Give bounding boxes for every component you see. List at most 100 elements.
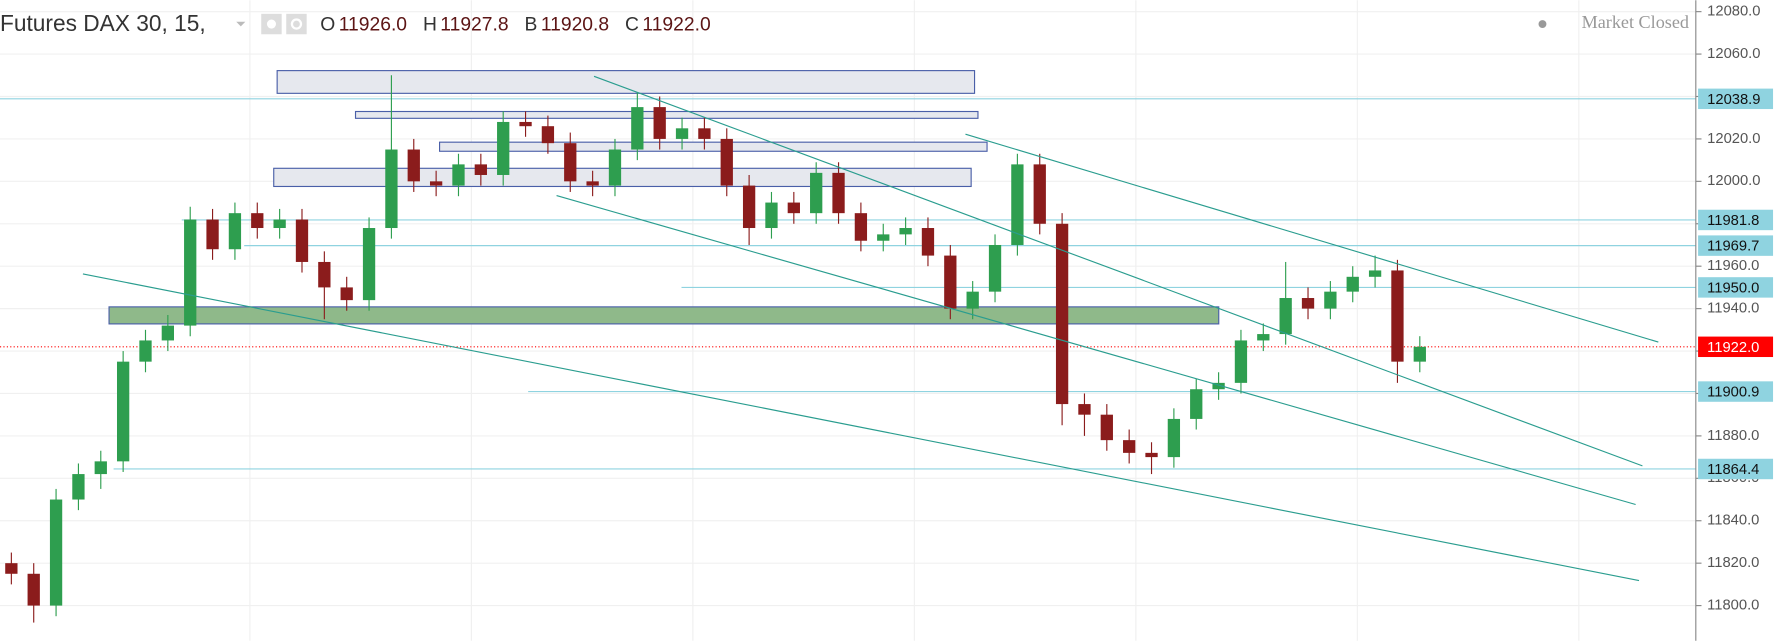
candle-body: [810, 172, 823, 214]
trend-line: [593, 75, 1643, 467]
candle-body: [116, 361, 130, 462]
candle-body: [899, 228, 912, 235]
level-label: 11950.0: [1707, 280, 1759, 296]
current-price-badge: [1698, 336, 1774, 358]
candle-body: [1368, 270, 1382, 277]
candle-body: [251, 213, 264, 229]
candle-body: [1011, 164, 1024, 245]
level-label: 12038.9: [1707, 92, 1760, 108]
candle-body: [631, 107, 644, 150]
status-dot: [1538, 20, 1547, 29]
zones: [108, 70, 1220, 325]
candle-body: [318, 261, 331, 288]
candle-body: [362, 228, 376, 301]
candle-body: [497, 121, 510, 175]
level-label: 11900.9: [1707, 385, 1759, 401]
candle-body: [720, 138, 733, 186]
candle-body: [541, 126, 555, 144]
ohlc-key: B: [525, 14, 538, 35]
candle-body: [586, 181, 599, 186]
ohlc-key: C: [625, 14, 639, 35]
candle-body: [27, 573, 40, 606]
candle-body: [1279, 298, 1292, 335]
y-tick-label: 12020.0: [1707, 131, 1760, 147]
candle-body: [72, 474, 85, 500]
candle-body: [139, 340, 152, 362]
current-price-label: 11922.0: [1707, 340, 1759, 356]
level-label: 11981.8: [1707, 213, 1759, 229]
candle-body: [877, 234, 890, 241]
candle-body: [1212, 382, 1225, 390]
trend-line: [556, 195, 1636, 506]
candle-body: [698, 128, 711, 139]
candle-body: [184, 219, 197, 326]
y-tick-label: 11800.0: [1707, 598, 1759, 614]
y-tick-label: 12060.0: [1707, 46, 1760, 62]
chart-title: Futures DAX 30, 15,: [0, 10, 206, 36]
settings-icon[interactable]: [286, 13, 307, 35]
level-badge: [1698, 458, 1774, 480]
candle-body: [1257, 334, 1270, 341]
candle-body: [1033, 164, 1046, 224]
zone-box: [273, 167, 972, 188]
candle-body: [206, 219, 219, 250]
candles: [5, 75, 1426, 623]
candle-body: [1145, 452, 1158, 458]
ohlc-value: 11926.0: [339, 14, 407, 35]
candle-body: [385, 149, 398, 229]
candle-body: [5, 563, 18, 574]
candle-body: [854, 213, 868, 241]
levels: [0, 98, 1696, 470]
candle-body: [944, 255, 957, 309]
candle-body: [452, 164, 465, 186]
candle-body: [921, 228, 935, 256]
ohlc-value: 11922.0: [642, 14, 710, 35]
y-tick-label: 11840.0: [1707, 513, 1759, 529]
candle-body: [966, 291, 979, 309]
ohlc-key: H: [423, 14, 437, 35]
zone-box: [439, 141, 988, 152]
y-tick-label: 11940.0: [1707, 301, 1759, 317]
candle-body: [1055, 223, 1069, 405]
candle-body: [295, 219, 309, 262]
zone-box: [276, 70, 976, 94]
level-badge: [1698, 88, 1774, 110]
candle-body: [1190, 389, 1203, 419]
trend-line: [965, 133, 1659, 343]
candle-body: [474, 164, 487, 175]
candle-body: [94, 461, 107, 475]
candle-body: [1100, 414, 1113, 441]
zone-box-green: [108, 306, 1220, 325]
candle-body: [787, 202, 800, 214]
candle-body: [49, 499, 63, 606]
candle-body: [1078, 404, 1091, 415]
candle-body: [1234, 340, 1248, 383]
candle-body: [1413, 346, 1426, 362]
level-badge: [1698, 209, 1774, 231]
candle-body: [675, 128, 689, 139]
candle-body: [1346, 276, 1359, 292]
zone-box: [354, 110, 979, 119]
level-badge: [1698, 381, 1774, 402]
candle-body: [273, 219, 286, 229]
eye-icon-dot: [266, 19, 277, 29]
candle-body: [765, 202, 778, 229]
candle-body: [608, 149, 622, 186]
market-status: Market Closed: [1582, 12, 1689, 32]
y-tick-label: 11960.0: [1707, 258, 1759, 274]
trend-line: [82, 273, 1640, 582]
dropdown-arrow[interactable]: [236, 21, 246, 27]
level-badge: [1698, 235, 1774, 256]
ohlc-value: 11920.8: [541, 14, 609, 35]
candle-body: [564, 143, 577, 182]
candle-body: [429, 181, 443, 186]
y-tick-label: 11880.0: [1707, 428, 1759, 444]
candle-body: [1324, 291, 1337, 309]
level-label: 11969.7: [1707, 239, 1759, 255]
candle-body: [1167, 418, 1181, 458]
candle-body: [988, 244, 1002, 292]
candle-body: [1391, 270, 1404, 362]
price-badges: 12038.9 11981.8 11969.7 11950.0 11900.9 11864…: [1698, 88, 1774, 480]
